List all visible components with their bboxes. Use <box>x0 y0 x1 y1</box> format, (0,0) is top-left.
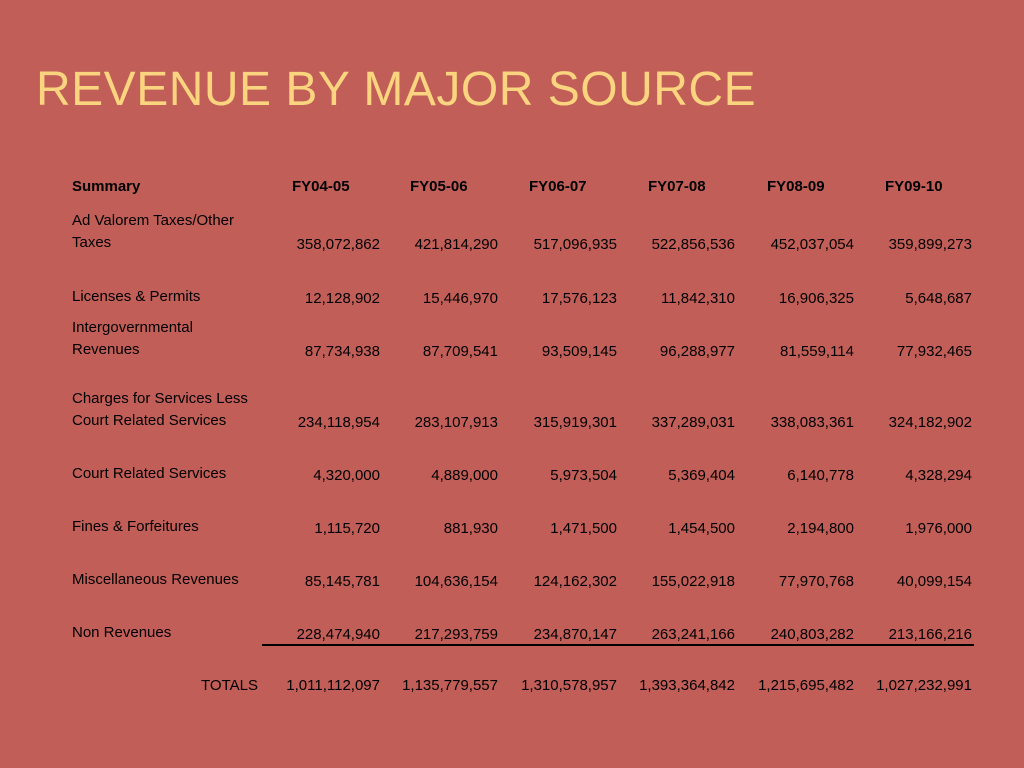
table-cell: 5,973,504 <box>550 467 617 484</box>
table-cell: 1,115,720 <box>314 520 380 537</box>
row-label: Licenses & Permits <box>72 288 201 305</box>
table-cell: 234,870,147 <box>533 626 617 643</box>
totals-divider <box>262 644 974 646</box>
table-cell: 85,145,781 <box>304 573 380 590</box>
table-cell: 2,194,800 <box>787 520 854 537</box>
table-cell: 16,906,325 <box>778 290 854 307</box>
column-header-fy08-09: FY08-09 <box>767 178 825 195</box>
table-cell: 283,107,913 <box>414 414 498 431</box>
row-label: Ad Valorem Taxes/Other Taxes <box>72 212 235 251</box>
total-cell: 1,135,779,557 <box>402 677 498 694</box>
table-cell: 5,369,404 <box>668 467 735 484</box>
table-cell: 93,509,145 <box>541 343 617 360</box>
column-header-fy05-06: FY05-06 <box>410 178 468 195</box>
column-header-fy09-10: FY09-10 <box>885 178 943 195</box>
table-cell: 77,970,768 <box>778 573 854 590</box>
row-label: Court Related Services <box>72 465 227 482</box>
table-cell: 1,976,000 <box>905 520 972 537</box>
column-header-fy07-08: FY07-08 <box>648 178 706 195</box>
table-cell: 17,576,123 <box>541 290 617 307</box>
table-cell: 234,118,954 <box>297 414 380 431</box>
table-cell: 217,293,759 <box>414 626 498 643</box>
table-cell: 87,734,938 <box>304 343 380 360</box>
table-cell: 155,022,918 <box>651 573 735 590</box>
table-cell: 4,328,294 <box>905 467 972 484</box>
table-cell: 77,932,465 <box>896 343 972 360</box>
table-cell: 96,288,977 <box>659 343 735 360</box>
table-cell: 40,099,154 <box>896 573 972 590</box>
table-cell: 4,320,000 <box>313 467 380 484</box>
table-cell: 881,930 <box>443 520 498 537</box>
table-cell: 81,559,114 <box>780 343 854 360</box>
table-cell: 338,083,361 <box>770 414 854 431</box>
table-cell: 6,140,778 <box>787 467 854 484</box>
table-cell: 1,454,500 <box>668 520 735 537</box>
column-header-summary: Summary <box>72 178 141 195</box>
total-cell: 1,011,112,097 <box>286 677 380 694</box>
column-header-fy06-07: FY06-07 <box>529 178 587 195</box>
table-cell: 522,856,536 <box>651 236 735 253</box>
slide-title: REVENUE BY MAJOR SOURCE <box>36 63 757 116</box>
table-cell: 213,166,216 <box>888 626 972 643</box>
table-cell: 359,899,273 <box>888 236 972 253</box>
table-cell: 15,446,970 <box>422 290 498 307</box>
table-cell: 517,096,935 <box>533 236 617 253</box>
total-cell: 1,310,578,957 <box>521 677 617 694</box>
row-label: Intergovernmental Revenues <box>72 319 193 358</box>
table-cell: 452,037,054 <box>770 236 854 253</box>
table-cell: 337,289,031 <box>651 414 735 431</box>
table-cell: 315,919,301 <box>533 414 617 431</box>
table-cell: 228,474,940 <box>296 626 380 643</box>
table-cell: 240,803,282 <box>770 626 854 643</box>
table-cell: 124,162,302 <box>533 573 617 590</box>
total-cell: 1,027,232,991 <box>876 677 972 694</box>
row-label: Fines & Forfeitures <box>72 518 199 535</box>
total-cell: 1,215,695,482 <box>758 677 854 694</box>
table-cell: 4,889,000 <box>431 467 498 484</box>
table-cell: 5,648,687 <box>905 290 972 307</box>
table-cell: 263,241,166 <box>651 626 735 643</box>
table-cell: 11,842,310 <box>661 290 735 307</box>
table-cell: 104,636,154 <box>414 573 498 590</box>
table-cell: 358,072,862 <box>296 236 380 253</box>
table-cell: 12,128,902 <box>304 290 380 307</box>
table-cell: 87,709,541 <box>422 343 498 360</box>
table-cell: 421,814,290 <box>414 236 498 253</box>
table-cell: 1,471,500 <box>550 520 617 537</box>
row-label: Charges for Services Less Court Related … <box>72 390 248 429</box>
table-cell: 324,182,902 <box>888 414 972 431</box>
column-header-fy04-05: FY04-05 <box>292 178 350 195</box>
total-cell: 1,393,364,842 <box>639 677 735 694</box>
row-label: Non Revenues <box>72 624 172 641</box>
totals-label: TOTALS <box>201 677 258 694</box>
row-label: Miscellaneous Revenues <box>72 571 239 588</box>
